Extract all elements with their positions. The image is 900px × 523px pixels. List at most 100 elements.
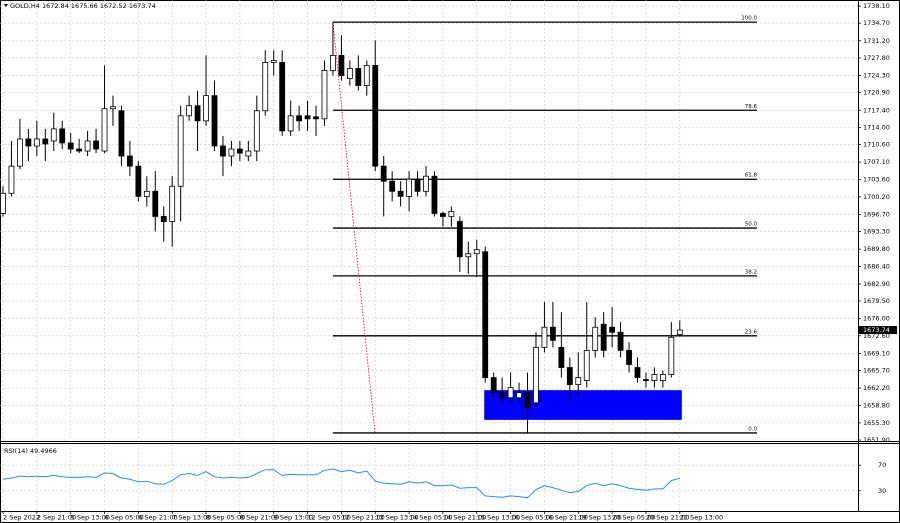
y-tick-label: 1738.10	[863, 2, 890, 10]
last-price-box	[859, 326, 897, 335]
x-tick-label: 14 Sep 21:00	[443, 514, 486, 522]
candle-body	[59, 128, 66, 144]
candle-body	[516, 392, 522, 399]
candle-body	[389, 180, 396, 192]
candle-body	[245, 150, 252, 157]
y-tick-label: 1717.40	[863, 106, 890, 114]
candle-body	[203, 95, 209, 122]
x-tick-label: 16 Sep 21:00	[544, 514, 587, 522]
rsi-line	[2, 468, 680, 499]
candle-body	[50, 128, 57, 142]
last-close: 1673.74	[129, 2, 156, 10]
candle-body	[270, 60, 277, 63]
candle-body	[33, 138, 40, 147]
candle-body	[110, 106, 116, 110]
candle-body	[372, 65, 379, 167]
fib-label: 0.0	[748, 426, 757, 432]
candle-body	[8, 165, 15, 194]
candle-body	[330, 54, 336, 71]
symbol: GOLD,H4	[10, 2, 40, 10]
candle-body	[17, 138, 23, 167]
candle-body	[177, 115, 184, 187]
y-tick-label: 1734.70	[863, 19, 890, 27]
candle-body	[169, 185, 176, 222]
x-tick-label: 7 Sep 13:00	[172, 514, 211, 522]
candle-body	[220, 145, 226, 157]
candle-body	[253, 110, 260, 152]
x-tick-label: 12 Sep 05:00	[308, 514, 351, 522]
candle-body	[499, 392, 506, 399]
x-tick-label: 9 Sep 13:00	[274, 514, 313, 522]
candle-body	[431, 175, 438, 214]
candle-body	[152, 190, 159, 217]
candle-body	[448, 211, 455, 217]
x-tick-label: 12 Sep 21:00	[341, 514, 384, 522]
chart-header: GOLD,H4 1672.84 1675.66 1672.52 1673.74	[10, 2, 156, 10]
candle-body	[101, 108, 108, 152]
candle-body	[397, 190, 404, 197]
candle-body	[592, 326, 599, 351]
candle-body	[507, 387, 514, 399]
candle-body	[634, 367, 641, 378]
y-tick-label: 1662.20	[863, 384, 890, 392]
x-tick-label: 21 Sep 13:00	[680, 514, 723, 522]
y-tick-label: 1676.00	[863, 315, 890, 323]
x-tick-label: 15 Sep 13:00	[477, 514, 520, 522]
candle-body	[473, 249, 480, 255]
rsi-tick-label: 70	[878, 461, 886, 469]
fib-label: 38.2	[745, 269, 757, 275]
y-tick-label: 1682.90	[863, 280, 890, 288]
candle-body	[423, 175, 429, 192]
last-high: 1675.66	[71, 2, 98, 10]
candle-body	[626, 349, 632, 365]
candle-body	[143, 190, 150, 197]
candle-body	[160, 216, 167, 222]
candle-body	[279, 62, 286, 132]
x-tick-label: 20 Sep 21:00	[646, 514, 689, 522]
y-tick-label: 1672.60	[863, 332, 890, 340]
candle-body	[550, 326, 556, 341]
x-tick-label: 19 Sep 13:00	[578, 514, 621, 522]
y-tick-label: 1669.10	[863, 349, 890, 357]
candle-body	[127, 155, 133, 167]
candle-body	[194, 105, 201, 122]
candle-body	[296, 115, 303, 122]
candle-body	[321, 70, 328, 120]
candle-body	[228, 148, 235, 157]
candle-body	[600, 323, 607, 351]
candle-body	[304, 115, 311, 120]
y-tick-label: 1696.70	[863, 210, 890, 218]
candle-body	[186, 105, 193, 117]
fib-label: 78.6	[745, 104, 758, 110]
candle-body	[575, 377, 582, 386]
fib-label: 23.6	[745, 329, 758, 335]
y-tick-label: 1724.30	[863, 72, 890, 80]
x-tick-label: 8 Sep 05:00	[206, 514, 245, 522]
rsi-last: 49.4966	[30, 447, 57, 455]
y-tick-label: 1703.60	[863, 176, 890, 184]
support-zone	[484, 390, 682, 420]
x-tick-label: 2 Sep 2022	[3, 514, 40, 522]
x-tick-label: 13 Sep 13:00	[375, 514, 418, 522]
candle-body	[67, 142, 74, 150]
y-tick-label: 1700.20	[863, 193, 890, 201]
x-tick-label: 16 Sep 05:00	[511, 514, 554, 522]
rsi-tick-label: 30	[878, 487, 886, 495]
candle-body	[118, 110, 125, 157]
candle-body	[558, 346, 565, 368]
y-tick-label: 1689.80	[863, 245, 890, 253]
y-tick-label: 1714.00	[863, 123, 890, 131]
candle-body	[346, 68, 353, 79]
candle-body	[355, 68, 362, 86]
candle-body	[676, 329, 683, 335]
candle-body	[414, 178, 421, 192]
rsi-header: RSI(14) 49.4966	[4, 447, 57, 455]
symbol-icon	[4, 4, 8, 7]
x-tick-label: 5 Sep 13:00	[71, 514, 110, 522]
candle-body	[42, 138, 49, 145]
candle-body	[456, 221, 463, 258]
candle-body	[533, 346, 539, 404]
candle-body	[440, 213, 446, 217]
